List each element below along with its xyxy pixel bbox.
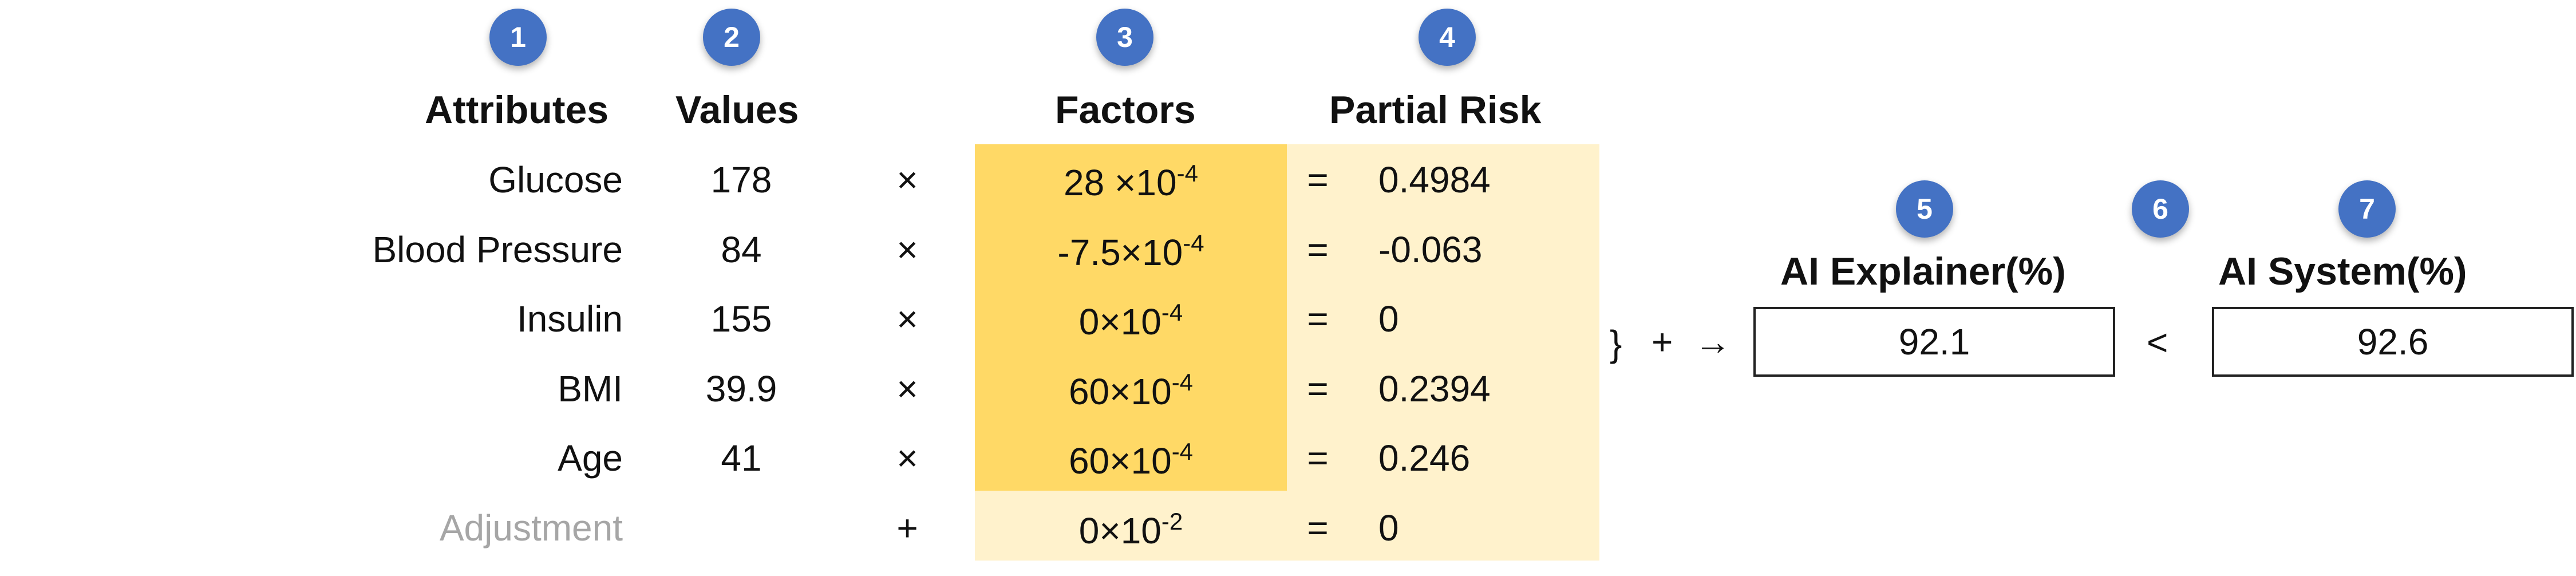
- operator-symbol: +: [896, 507, 918, 549]
- badge-3-label: 3: [1117, 21, 1133, 53]
- badge-3: 3: [1096, 9, 1153, 66]
- partial-risk-value: 0.246: [1378, 437, 1471, 479]
- header-attributes: Attributes: [425, 88, 609, 132]
- factors-adjustment-highlight: [975, 491, 1287, 561]
- badge-5: 5: [1896, 180, 1953, 238]
- factor-mantissa: 60×10: [1068, 371, 1172, 412]
- attribute-value: 155: [710, 298, 772, 340]
- badge-4-label: 4: [1439, 21, 1455, 53]
- header-values: Values: [675, 88, 799, 132]
- ai-system-value: 92.6: [2357, 321, 2429, 362]
- partial-risk-value: 0.2394: [1378, 368, 1491, 409]
- operator-symbol: ×: [896, 437, 918, 479]
- operator-symbol: ×: [896, 368, 918, 409]
- factor-value: 0×10-2: [975, 508, 1287, 551]
- attribute-label: BMI: [558, 368, 623, 409]
- badge-7-label: 7: [2359, 193, 2375, 225]
- factor-value: 0×10-4: [975, 299, 1287, 342]
- factor-mantissa: 0×10: [1078, 510, 1161, 551]
- partial-risk-value: 0: [1378, 507, 1399, 549]
- ai-explainer-value: 92.1: [1898, 321, 1970, 362]
- attribute-value: 41: [721, 437, 762, 479]
- badge-1: 1: [489, 9, 547, 66]
- plus-symbol: +: [1652, 321, 1673, 362]
- operator-symbol: ×: [896, 229, 918, 270]
- factor-mantissa: 0×10: [1078, 301, 1161, 342]
- factor-value: 60×10-4: [975, 438, 1287, 482]
- attribute-value: 84: [721, 229, 762, 270]
- factor-value: 60×10-4: [975, 369, 1287, 412]
- equals-symbol: =: [1307, 159, 1329, 200]
- header-ai-explainer: AI Explainer(%): [1780, 250, 2066, 293]
- factors-highlight: [975, 144, 1287, 491]
- equals-symbol: =: [1307, 298, 1329, 340]
- badge-2-label: 2: [724, 21, 740, 53]
- attribute-label: Adjustment: [439, 507, 623, 549]
- brace-symbol: }: [1610, 323, 1622, 364]
- attribute-value: 39.9: [705, 368, 777, 409]
- equals-symbol: =: [1307, 507, 1329, 549]
- partial-risk-value: 0: [1378, 298, 1399, 340]
- factor-mantissa: 28 ×10: [1064, 162, 1177, 203]
- factor-exponent: -4: [1176, 160, 1198, 187]
- factor-exponent: -4: [1171, 438, 1194, 465]
- operator-symbol: ×: [896, 159, 918, 200]
- badge-6-label: 6: [2152, 193, 2168, 225]
- attribute-value: 178: [710, 159, 772, 200]
- factor-mantissa: 60×10: [1068, 440, 1172, 482]
- ai-system-value-box: 92.6: [2212, 307, 2574, 377]
- header-partial-risk: Partial Risk: [1329, 88, 1542, 132]
- factor-mantissa: -7.5×10: [1057, 232, 1183, 273]
- partial-risk-highlight: [1287, 144, 1599, 561]
- factor-exponent: -4: [1171, 369, 1194, 396]
- equals-symbol: =: [1307, 368, 1329, 409]
- arrow-symbol: →: [1694, 321, 1731, 362]
- header-ai-system: AI System(%): [2218, 250, 2467, 293]
- partial-risk-value: 0.4984: [1378, 159, 1491, 200]
- equals-symbol: =: [1307, 437, 1329, 479]
- factor-exponent: -4: [1183, 230, 1204, 257]
- factor-exponent: -2: [1161, 508, 1183, 535]
- operator-symbol: ×: [896, 298, 918, 340]
- factor-exponent: -4: [1161, 299, 1183, 326]
- badge-7: 7: [2338, 180, 2396, 238]
- factor-value: 28 ×10-4: [975, 160, 1287, 203]
- equals-symbol: =: [1307, 229, 1329, 270]
- header-factors: Factors: [1055, 88, 1196, 132]
- attribute-label: Insulin: [517, 298, 623, 340]
- attribute-label: Age: [558, 437, 623, 479]
- attribute-label: Blood Pressure: [372, 229, 623, 270]
- factor-value: -7.5×10-4: [975, 231, 1287, 271]
- ai-explainer-value-box: 92.1: [1753, 307, 2115, 377]
- attribute-label: Glucose: [488, 159, 623, 200]
- badge-4: 4: [1419, 9, 1476, 66]
- comparison-symbol: <: [2147, 322, 2168, 363]
- badge-5-label: 5: [1917, 193, 1933, 225]
- badge-6: 6: [2132, 180, 2189, 238]
- badge-2: 2: [703, 9, 760, 66]
- partial-risk-value: -0.063: [1378, 229, 1483, 270]
- badge-1-label: 1: [510, 21, 526, 53]
